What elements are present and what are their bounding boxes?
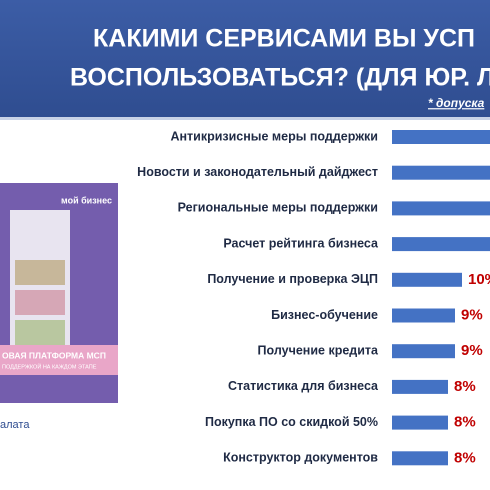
bar [392, 237, 490, 252]
note: * допуска [428, 96, 485, 110]
bar [392, 451, 448, 466]
floor [15, 320, 65, 345]
category-label: Конструктор документов [223, 451, 378, 465]
bar [392, 130, 490, 144]
value-label: 9% [461, 342, 483, 359]
category-label: Расчет рейтинга бизнеса [223, 236, 379, 250]
category-label: Покупка ПО со скидкой 50% [205, 415, 378, 429]
value-label: 10% [468, 271, 490, 288]
bar [392, 272, 462, 287]
banner-sub: ПОДДЕРЖКОЙ НА КАЖДОМ ЭТАПЕ [2, 362, 97, 370]
value-label: 8% [454, 449, 476, 466]
value-label: 8% [454, 378, 476, 395]
value-label: 9% [461, 306, 483, 323]
bar [392, 344, 455, 359]
category-label: Получение кредита [258, 343, 379, 357]
caption: алата [0, 419, 30, 431]
category-label: Новости и законодательный дайджест [137, 165, 378, 179]
category-label: Статистика для бизнеса [228, 379, 379, 393]
value-label: 8% [454, 414, 476, 431]
bar [392, 379, 448, 394]
floor [15, 290, 65, 315]
category-label: Получение и проверка ЭЦП [207, 272, 378, 286]
illustration: мой бизнес ОВАЯ ПЛАТФОРМА МСП ПОДДЕРЖКОЙ… [0, 183, 118, 403]
bar [392, 415, 448, 430]
bar [392, 308, 455, 323]
category-label: Региональные меры поддержки [178, 201, 378, 215]
banner [0, 345, 118, 375]
header-band [0, 0, 490, 117]
category-label: Бизнес-обучение [271, 308, 378, 322]
bar [392, 165, 490, 180]
title-line: ВОСПОЛЬЗОВАТЬСЯ? (ДЛЯ ЮР. Л [70, 64, 490, 92]
title-line: КАКИМИ СЕРВИСАМИ ВЫ УСП [93, 25, 475, 53]
bar [392, 201, 490, 216]
category-label: Антикризисные меры поддержки [170, 129, 378, 143]
brand: мой бизнес [61, 195, 112, 205]
floor [15, 260, 65, 285]
banner-text: ОВАЯ ПЛАТФОРМА МСП [2, 350, 106, 360]
header-rule [0, 117, 490, 120]
